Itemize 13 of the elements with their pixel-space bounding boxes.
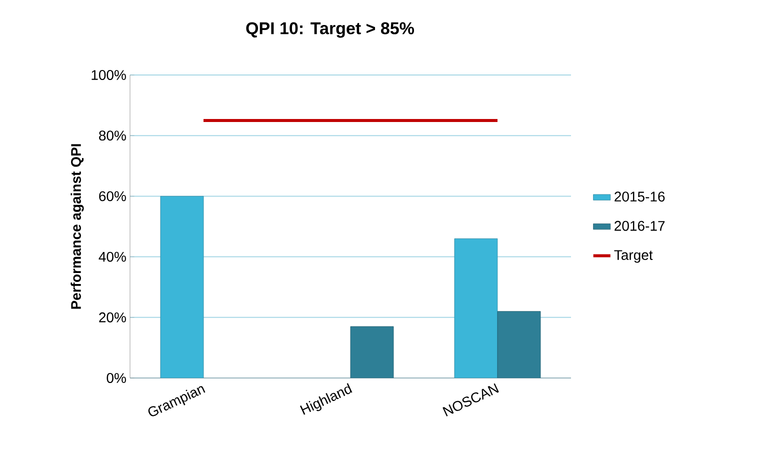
legend-label: Target	[614, 250, 653, 263]
legend-label: 2015-16	[614, 192, 665, 202]
bar	[350, 326, 394, 378]
y-tick-label: 40%	[98, 252, 126, 262]
y-axis-title: Performance against QPI	[70, 144, 84, 309]
y-tick-label: 20%	[99, 312, 126, 322]
y-tick-label: 60%	[99, 191, 126, 202]
y-tick-label: 0%	[106, 373, 126, 383]
chart-title: QPI 10: Target > 85%	[246, 22, 414, 38]
y-tick-label: 100%	[92, 70, 126, 80]
legend-label: 2016-17	[614, 220, 665, 231]
y-tick-label: 80%	[99, 130, 126, 141]
bar	[160, 196, 204, 378]
